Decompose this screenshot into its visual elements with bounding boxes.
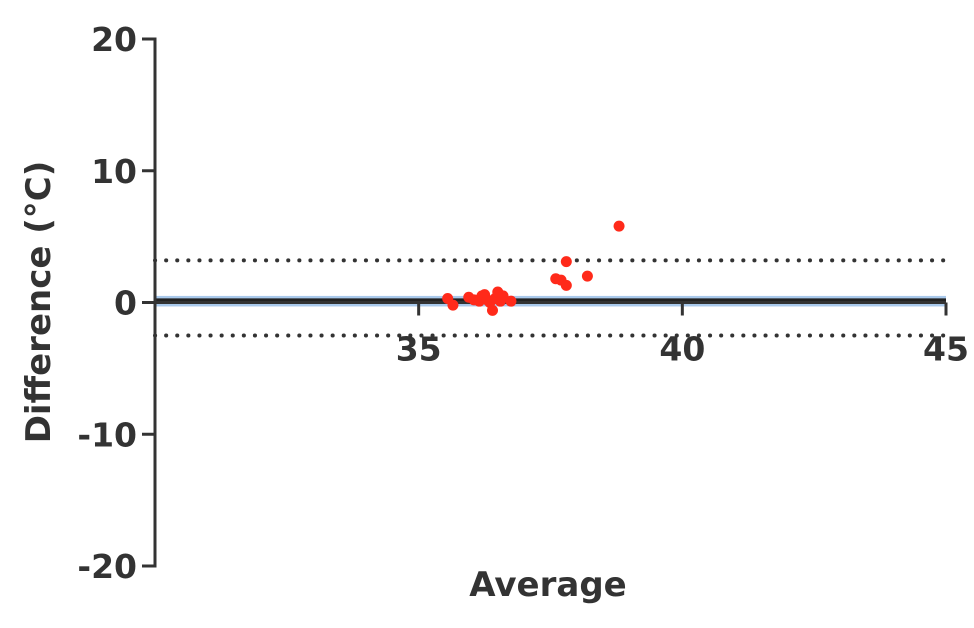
x-axis-title: Average bbox=[469, 565, 626, 605]
data-point bbox=[560, 279, 572, 291]
data-point bbox=[486, 304, 498, 316]
data-point bbox=[447, 299, 459, 311]
y-tick-label: 20 bbox=[91, 20, 137, 59]
y-tick-label: -20 bbox=[77, 547, 137, 586]
y-tick-label: -10 bbox=[77, 415, 137, 454]
y-tick-label: 10 bbox=[91, 152, 137, 191]
x-tick-label: 35 bbox=[396, 330, 442, 369]
data-point bbox=[497, 290, 509, 302]
reference-lines bbox=[153, 258, 948, 338]
axis-labels: Average Difference (°C) bbox=[19, 161, 627, 605]
data-point bbox=[505, 295, 517, 307]
axes: 20 10 0 -10 -20 35 40 45 bbox=[77, 20, 969, 586]
data-point bbox=[613, 220, 625, 232]
data-points bbox=[442, 220, 625, 316]
data-point bbox=[560, 256, 572, 268]
x-tick-label: 45 bbox=[923, 330, 969, 369]
data-point bbox=[581, 270, 593, 282]
y-tick-label: 0 bbox=[114, 284, 137, 323]
x-tick-label: 40 bbox=[659, 330, 705, 369]
y-axis-title: Difference (°C) bbox=[19, 161, 59, 444]
